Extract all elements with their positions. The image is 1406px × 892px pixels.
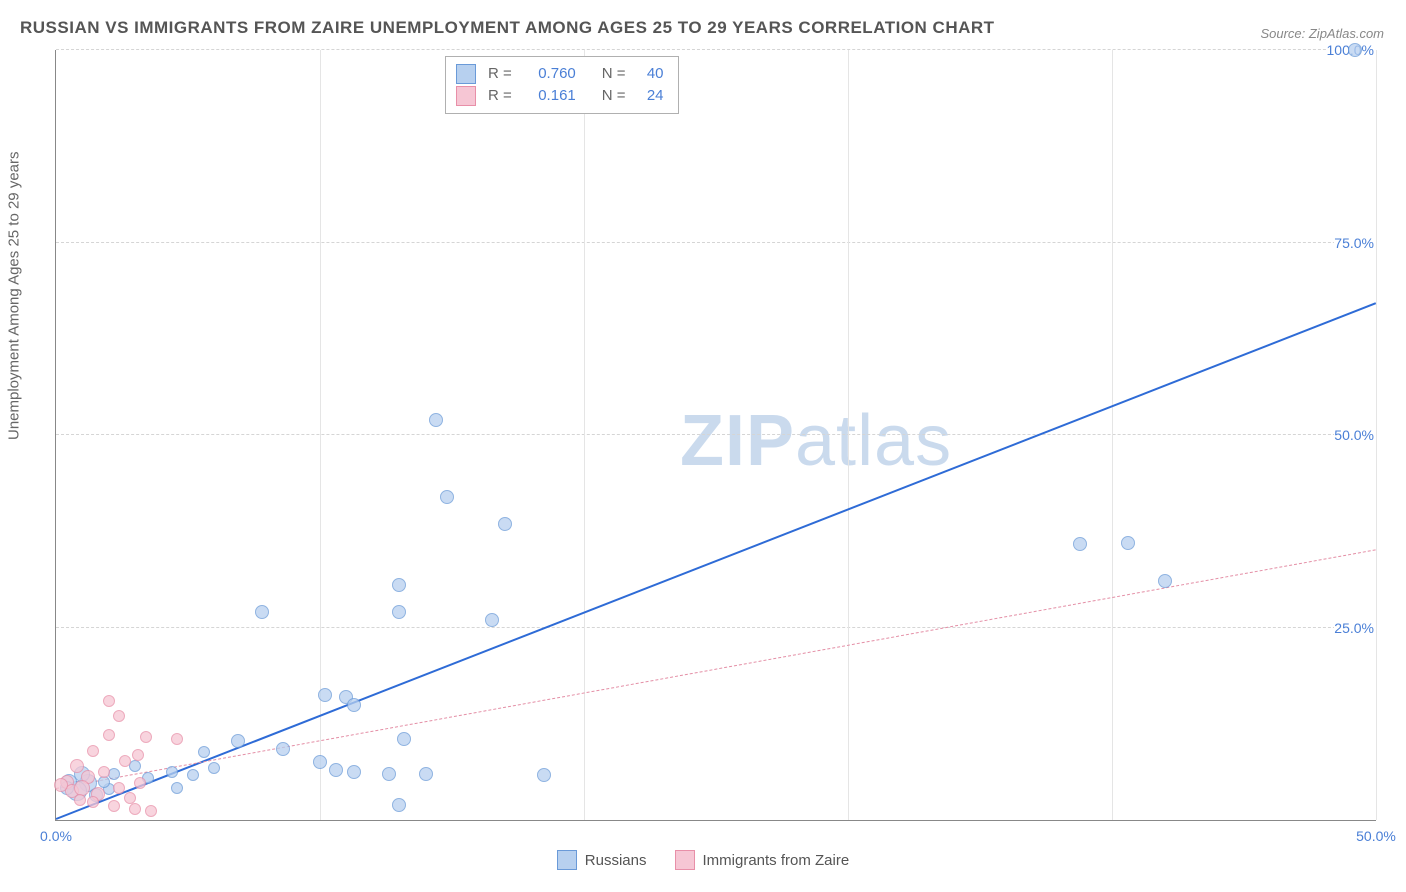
data-point <box>231 734 245 748</box>
legend-swatch <box>557 850 577 870</box>
data-point <box>113 710 125 722</box>
trendline <box>56 302 1377 820</box>
legend-swatch <box>456 86 476 106</box>
data-point <box>171 733 183 745</box>
data-point <box>171 782 183 794</box>
data-point <box>485 613 499 627</box>
data-point <box>140 731 152 743</box>
data-point <box>498 517 512 531</box>
data-point <box>145 805 157 817</box>
data-point <box>318 688 332 702</box>
legend-n-value: 24 <box>634 85 664 107</box>
correlation-chart: RUSSIAN VS IMMIGRANTS FROM ZAIRE UNEMPLO… <box>0 0 1406 892</box>
y-tick-label: 25.0% <box>1334 620 1378 636</box>
legend-swatch <box>456 64 476 84</box>
source-attribution: Source: ZipAtlas.com <box>1260 26 1384 41</box>
data-point <box>1121 536 1135 550</box>
data-point <box>87 745 99 757</box>
gridline-vertical <box>848 50 849 820</box>
legend-r-value: 0.760 <box>520 63 576 85</box>
data-point <box>255 605 269 619</box>
data-point <box>1158 574 1172 588</box>
data-point <box>397 732 411 746</box>
data-point <box>208 762 220 774</box>
legend-r-value: 0.161 <box>520 85 576 107</box>
data-point <box>313 755 327 769</box>
data-point <box>134 777 146 789</box>
gridline-horizontal <box>56 434 1376 435</box>
legend-item: Russians <box>557 850 647 870</box>
legend-r-label: R = <box>488 63 512 85</box>
legend-row: R = 0.760 N = 40 <box>456 63 664 85</box>
chart-title: RUSSIAN VS IMMIGRANTS FROM ZAIRE UNEMPLO… <box>20 18 995 38</box>
data-point <box>129 760 141 772</box>
y-tick-label: 75.0% <box>1334 235 1378 251</box>
data-point <box>132 749 144 761</box>
correlation-legend: R = 0.760 N = 40 R = 0.161 N = 24 <box>445 56 679 114</box>
data-point <box>187 769 199 781</box>
legend-item: Immigrants from Zaire <box>675 850 850 870</box>
data-point <box>54 778 68 792</box>
legend-n-label: N = <box>602 85 626 107</box>
data-point <box>108 768 120 780</box>
data-point <box>392 578 406 592</box>
data-point <box>198 746 210 758</box>
data-point <box>347 698 361 712</box>
data-point <box>98 766 110 778</box>
data-point <box>119 755 131 767</box>
gridline-vertical <box>584 50 585 820</box>
data-point <box>1073 537 1087 551</box>
trendline <box>56 550 1376 790</box>
gridline-horizontal <box>56 627 1376 628</box>
data-point <box>103 695 115 707</box>
data-point <box>74 780 90 796</box>
data-point <box>103 729 115 741</box>
legend-swatch <box>675 850 695 870</box>
data-point <box>74 794 86 806</box>
data-point <box>392 798 406 812</box>
legend-row: R = 0.161 N = 24 <box>456 85 664 107</box>
legend-label: Immigrants from Zaire <box>703 852 850 869</box>
data-point <box>329 763 343 777</box>
gridline-vertical <box>1112 50 1113 820</box>
x-tick-label: 50.0% <box>1356 828 1396 844</box>
data-point <box>113 782 125 794</box>
y-axis-label: Unemployment Among Ages 25 to 29 years <box>6 151 23 440</box>
data-point <box>429 413 443 427</box>
data-point <box>382 767 396 781</box>
x-tick-label: 0.0% <box>40 828 72 844</box>
data-point <box>87 796 99 808</box>
y-tick-label: 50.0% <box>1334 427 1378 443</box>
series-legend: Russians Immigrants from Zaire <box>0 850 1406 874</box>
data-point <box>129 803 141 815</box>
legend-n-label: N = <box>602 63 626 85</box>
data-point <box>166 766 178 778</box>
gridline-vertical <box>320 50 321 820</box>
gridline-horizontal <box>56 242 1376 243</box>
data-point <box>392 605 406 619</box>
gridline-vertical <box>1376 50 1377 820</box>
data-point <box>537 768 551 782</box>
data-point <box>419 767 433 781</box>
data-point <box>440 490 454 504</box>
legend-n-value: 40 <box>634 63 664 85</box>
data-point <box>276 742 290 756</box>
legend-r-label: R = <box>488 85 512 107</box>
data-point <box>347 765 361 779</box>
gridline-horizontal <box>56 49 1376 50</box>
legend-label: Russians <box>585 852 647 869</box>
data-point <box>108 800 120 812</box>
data-point <box>1348 43 1362 57</box>
plot-area: 25.0%50.0%75.0%100.0%0.0%50.0% <box>55 50 1376 821</box>
